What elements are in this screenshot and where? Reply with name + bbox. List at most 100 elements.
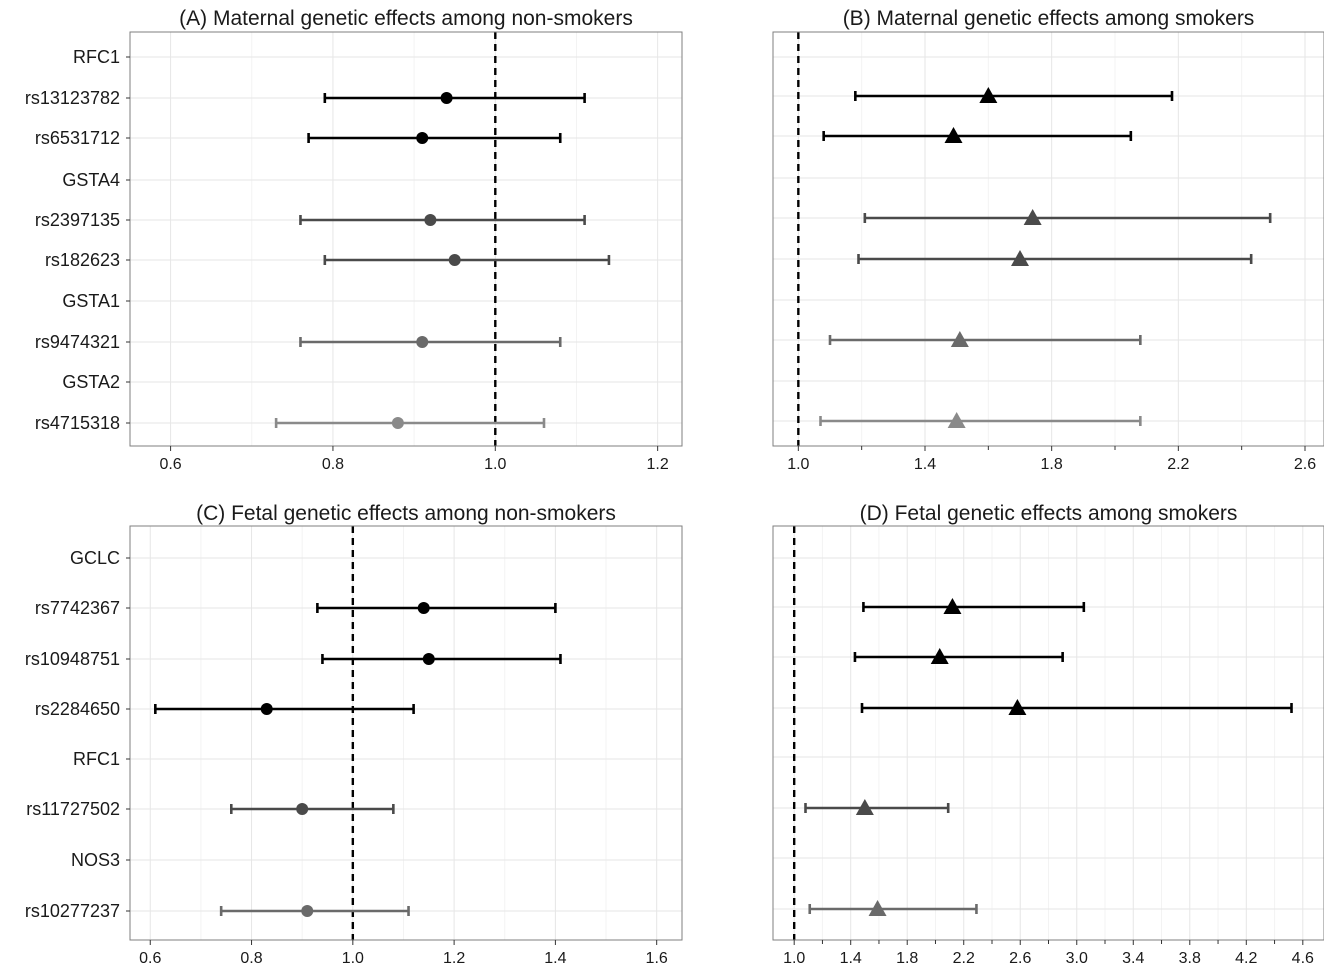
x-tick-label: 0.6: [159, 456, 181, 473]
snp-label: rs13123782: [25, 88, 120, 108]
panel-c: GCLC rs7742367 rs10948751 rs2284650 RFC1 rs11…: [25, 502, 683, 967]
snp-label: rs4715318: [35, 413, 120, 433]
point-estimate: [260, 703, 273, 715]
point-estimate: [440, 92, 453, 104]
point-estimate: [930, 648, 949, 664]
snp-label: rs10948751: [25, 649, 120, 669]
point-estimate: [943, 598, 962, 614]
confidence-interval: [808, 904, 978, 914]
confidence-interval: [299, 337, 562, 347]
confidence-interval: [860, 703, 1293, 713]
x-tick-label: 0.8: [322, 456, 344, 473]
x-tick-label: 0.8: [240, 950, 262, 967]
x-tick-label: 1.0: [783, 950, 805, 967]
snp-label: rs182623: [45, 250, 120, 270]
snp-label: rs9474321: [35, 332, 120, 352]
panel-title: (A) Maternal genetic effects among non-s…: [179, 7, 633, 30]
snp-label: rs2284650: [35, 699, 120, 719]
confidence-interval: [274, 418, 546, 428]
confidence-interval: [229, 804, 395, 814]
confidence-interval: [853, 652, 1064, 662]
point-estimate: [296, 803, 309, 815]
panel-border: [129, 31, 683, 447]
snp-label: rs7742367: [35, 598, 120, 618]
x-tick-label: 1.0: [787, 456, 809, 473]
panel-b: 1.0 1.4 1.8 2.2 2.6 (B) Maternal genetic effe…: [772, 7, 1324, 473]
gene-label: GSTA4: [62, 170, 120, 190]
x-tick-label: 1.8: [896, 950, 918, 967]
panel-a: RFC1 rs13123782 rs6531712 GSTA4 rs2397135 rs1…: [25, 7, 683, 473]
panel-border: [129, 525, 683, 941]
confidence-interval: [219, 906, 410, 916]
x-tick-label: 1.0: [342, 950, 364, 967]
point-estimate: [416, 336, 429, 348]
x-tick-label: 1.2: [443, 950, 465, 967]
x-tick-label: 1.4: [840, 950, 862, 967]
point-estimate: [1011, 250, 1029, 266]
gene-label: RFC1: [73, 749, 120, 769]
point-estimate: [417, 602, 430, 614]
confidence-interval: [154, 704, 415, 714]
snp-label: rs2397135: [35, 210, 120, 230]
x-tick-label: 1.6: [646, 950, 668, 967]
snp-label: rs10277237: [25, 901, 120, 921]
snp-label: rs6531712: [35, 128, 120, 148]
point-estimate: [424, 214, 437, 226]
plot-area: [130, 526, 682, 940]
gene-label: NOS3: [71, 850, 120, 870]
confidence-interval: [323, 255, 611, 265]
x-tick-label: 1.4: [914, 456, 936, 473]
x-tick-label: 1.4: [544, 950, 566, 967]
point-estimate: [1008, 699, 1027, 715]
confidence-interval: [323, 93, 586, 103]
gene-label: GCLC: [70, 548, 120, 568]
confidence-interval: [857, 254, 1253, 264]
snp-label: rs11727502: [26, 799, 120, 819]
point-estimate: [947, 412, 966, 428]
panel-title: (C) Fetal genetic effects among non-smok…: [196, 502, 616, 525]
point-estimate: [391, 417, 404, 429]
point-estimate: [1023, 209, 1042, 225]
confidence-interval: [307, 133, 562, 143]
confidence-interval: [804, 803, 950, 813]
panel-title: (D) Fetal genetic effects among smokers: [860, 502, 1238, 525]
point-estimate: [868, 900, 887, 916]
confidence-interval: [321, 654, 562, 664]
point-estimate: [979, 87, 998, 103]
plot-area: [773, 32, 1324, 446]
point-estimate: [301, 905, 314, 917]
confidence-interval: [299, 215, 586, 225]
confidence-interval: [862, 602, 1086, 612]
confidence-interval: [822, 131, 1133, 141]
point-estimate: [416, 132, 429, 144]
x-tick-label: 2.2: [1167, 456, 1189, 473]
plot-area: [130, 32, 682, 446]
panel-title: (B) Maternal genetic effects among smoke…: [843, 7, 1255, 30]
x-tick-label: 4.6: [1292, 950, 1314, 967]
x-tick-label: 2.2: [953, 950, 975, 967]
x-tick-label: 1.8: [1041, 456, 1063, 473]
point-estimate: [944, 127, 963, 143]
confidence-interval: [316, 603, 557, 613]
x-tick-label: 3.4: [1122, 950, 1144, 967]
x-tick-label: 1.0: [484, 456, 506, 473]
x-tick-label: 3.8: [1179, 950, 1201, 967]
panel-d: 1.0 1.4 1.8 2.2 2.6 3.0 3.4 3.8 4.2 4.6 (D) Fetal …: [772, 502, 1324, 967]
gene-label: RFC1: [73, 47, 120, 67]
x-tick-label: 2.6: [1294, 456, 1316, 473]
point-estimate: [950, 331, 969, 347]
confidence-interval: [819, 416, 1142, 426]
gene-label: GSTA1: [62, 291, 120, 311]
confidence-interval: [863, 213, 1272, 223]
point-estimate: [448, 254, 461, 266]
confidence-interval: [828, 335, 1142, 345]
point-estimate: [855, 799, 874, 815]
x-tick-label: 1.2: [647, 456, 669, 473]
x-tick-label: 4.2: [1235, 950, 1257, 967]
point-estimate: [422, 653, 435, 665]
confidence-interval: [854, 91, 1174, 101]
x-tick-label: 0.6: [139, 950, 161, 967]
panel-border: [772, 31, 1324, 447]
x-tick-label: 2.6: [1009, 950, 1031, 967]
